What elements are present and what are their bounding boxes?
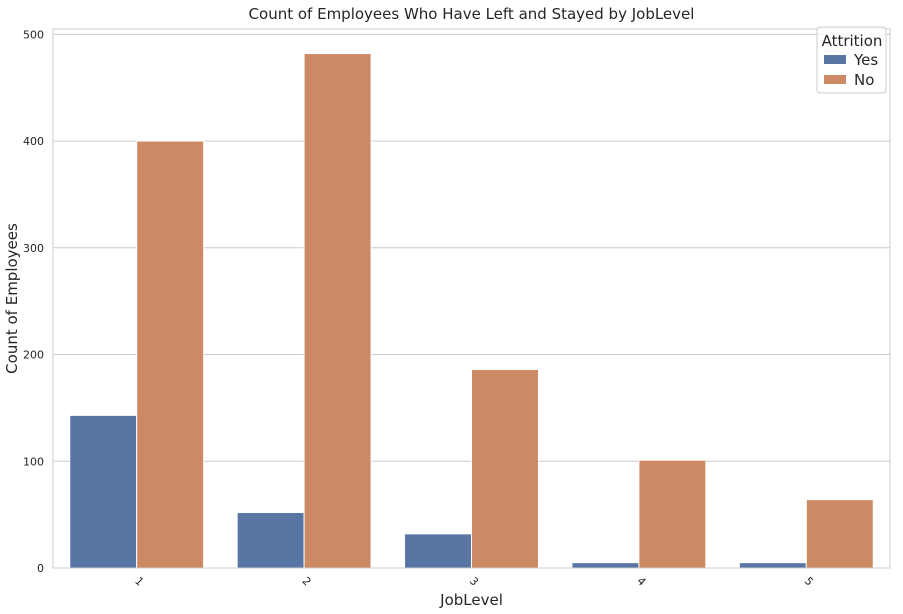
legend: Attrition Yes No <box>816 26 887 94</box>
y-tick-label: 0 <box>37 562 44 575</box>
legend-swatch-no <box>824 75 846 84</box>
legend-items: Yes No <box>824 51 878 89</box>
x-tick-label: 3 <box>467 574 481 588</box>
x-axis-title: JobLevel <box>439 591 503 609</box>
legend-swatch-yes <box>824 55 846 64</box>
plot-frame <box>52 28 891 569</box>
bar-no-level-2 <box>303 53 372 569</box>
bar-no-level-5 <box>805 499 874 569</box>
bar-no-level-1 <box>136 140 205 569</box>
y-tick-label: 100 <box>23 455 44 468</box>
bar-yes-level-2 <box>236 511 305 569</box>
y-tick-label: 300 <box>23 242 44 255</box>
bar-no-level-4 <box>638 459 707 569</box>
x-tick-label: 4 <box>634 574 648 588</box>
legend-label-yes: Yes <box>853 51 878 69</box>
y-tick-label: 400 <box>23 135 44 148</box>
legend-label-no: No <box>854 71 874 89</box>
y-tick-label: 500 <box>23 28 44 41</box>
bar-no-level-3 <box>471 368 539 569</box>
bar-yes-level-3 <box>404 533 473 569</box>
y-tick-label: 200 <box>23 349 44 362</box>
bar-yes-level-4 <box>571 562 640 569</box>
chart-title: Count of Employees Who Have Left and Sta… <box>249 5 695 23</box>
bar-yes-level-1 <box>69 414 138 569</box>
x-tick-label: 5 <box>802 574 816 588</box>
x-tick-label: 1 <box>132 574 146 588</box>
y-axis-title: Count of Employees <box>3 223 21 374</box>
legend-title: Attrition <box>822 32 883 50</box>
bar-yes-level-5 <box>738 562 807 569</box>
bars <box>69 53 874 569</box>
x-tick-label: 2 <box>300 574 314 588</box>
